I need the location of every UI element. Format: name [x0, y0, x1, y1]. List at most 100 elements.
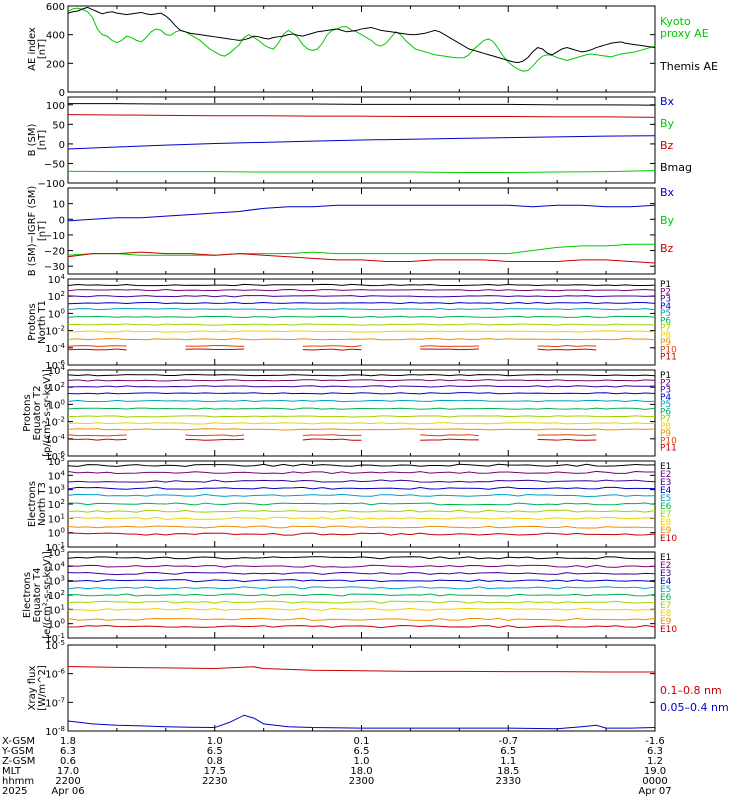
ephemeris-row-label: Y-GSM [1, 746, 34, 757]
legend-label: P3 [660, 295, 671, 305]
ephemeris-value: 0.6 [60, 756, 76, 767]
ephemeris-row-label: X-GSM [2, 736, 35, 747]
series-line-p10 [420, 434, 431, 436]
y-axis-label: Protons [27, 303, 38, 340]
y-axis-label: [nT] [37, 130, 48, 150]
ephemeris-value: 1.0 [354, 756, 370, 767]
y-axis-label: Xray flux [27, 666, 38, 711]
y-tick-label: −50 [44, 159, 65, 170]
legend-label: P11 [660, 353, 677, 363]
y-axis-label: [nT] [37, 221, 48, 241]
y-axis-label: [e/(cm²-s-sr-keV)] [42, 551, 53, 639]
legend-label: E6 [660, 502, 672, 512]
ephemeris-value: 6.5 [207, 746, 223, 757]
legend-label: P9 [660, 429, 671, 439]
ephemeris-value: Apr 06 [51, 786, 84, 797]
y-tick-label: 100 [48, 307, 65, 320]
ephemeris-row-label: MLT [2, 766, 22, 777]
series-line-e3 [67, 479, 656, 483]
legend-label: P7 [660, 324, 671, 334]
ephemeris-value: 1.8 [60, 736, 76, 747]
panel-3: 10 0 −10 −20 −30 B (SM)−IGRF (SM) [nT] Bx By Bz [27, 186, 675, 277]
series-line-p10 [439, 434, 450, 437]
y-tick-label: 50 [52, 120, 65, 131]
series-line-p9 [67, 428, 656, 431]
series-line-p1 [67, 374, 656, 377]
series-line-p10 [67, 345, 78, 347]
y-tick-label: 0 [59, 140, 65, 151]
legend-label: E7 [660, 601, 671, 611]
legend-label: P2 [660, 378, 671, 388]
series-line-0-05-0-4-nm [67, 714, 656, 730]
series-line-p4 [67, 392, 656, 395]
legend-label: 0.1–0.8 nm [660, 684, 722, 697]
legend-label: P3 [660, 386, 671, 396]
legend-label: Bx [660, 95, 675, 108]
ephemeris-value: 6.5 [500, 746, 516, 757]
series-line-e10 [67, 532, 656, 536]
ephemeris-value: 2230 [202, 776, 227, 787]
series-line-p11 [107, 348, 117, 351]
y-tick-label: 105 [48, 455, 65, 468]
ephemeris-row-label: 2025 [2, 786, 27, 797]
series-line-e1 [67, 463, 656, 467]
series-line-e4 [67, 486, 656, 490]
series-line-p7 [67, 415, 656, 418]
series-line-p10 [341, 345, 352, 348]
legend-label: P11 [660, 444, 677, 454]
series-line-p11 [116, 348, 127, 351]
y-axis-label: AE index [27, 27, 38, 71]
y-tick-label: −100 [38, 179, 65, 190]
ephemeris-value: 2200 [55, 776, 80, 787]
legend-label: P2 [660, 287, 671, 297]
series-line-p10 [67, 434, 78, 437]
y-tick-label: 200 [46, 59, 65, 70]
series-line-p10 [87, 345, 98, 347]
series-line-p2 [67, 379, 656, 382]
ephemeris-value: 1.0 [207, 736, 223, 747]
series-line-e5 [67, 586, 656, 590]
series-line-p10 [566, 344, 577, 347]
y-tick-label: 101 [48, 512, 65, 525]
y-tick-label: 10-6 [45, 668, 65, 681]
series-line-e3 [67, 571, 656, 576]
legend-label: E10 [660, 534, 677, 544]
series-line-p11 [341, 348, 352, 351]
y-axis-label: North T3 [37, 482, 48, 526]
series-line-p11 [195, 439, 205, 441]
series-line-p11 [87, 438, 98, 441]
panel-2: 100 50 0 −50 −100 B (SM) [nT] Bx By Bz Bmag [27, 95, 692, 190]
panel-frame [67, 369, 656, 457]
y-tick-label: 102 [48, 498, 65, 511]
legend-label: By [660, 214, 675, 227]
legend-label: P1 [660, 371, 671, 381]
series-line-p8 [67, 422, 656, 425]
series-line-e2 [67, 564, 656, 568]
series-line-p11 [557, 438, 567, 441]
legend-label: E8 [660, 518, 672, 528]
legend-label: Kyoto [660, 15, 691, 28]
ephemeris-value: 0.1 [354, 736, 370, 747]
series-line-e7 [67, 600, 656, 604]
series-line-e6 [67, 593, 656, 597]
series-line-p10 [586, 434, 597, 437]
series-line-p10 [185, 434, 196, 437]
series-line-kyoto-proxy-ae [67, 7, 656, 72]
series-line-bmag [68, 103, 656, 106]
series-line-e9 [67, 617, 656, 621]
y-axis-label: Electrons [22, 572, 33, 618]
ephemeris-value: 6.5 [354, 746, 370, 757]
series-line-p10 [576, 345, 587, 347]
ephemeris-value: 2300 [349, 776, 374, 787]
y-tick-label: 100 [48, 527, 65, 540]
ephemeris-value: 0.8 [207, 756, 223, 767]
y-axis-label: B (SM)−IGRF (SM) [27, 186, 38, 277]
y-tick-label: 0 [59, 215, 65, 226]
y-axis-label: Equator T4 [32, 568, 43, 623]
y-tick-label: 400 [46, 31, 65, 42]
legend-label: P8 [660, 331, 671, 341]
series-line-p4 [67, 301, 656, 305]
y-tick-label: −10 [44, 231, 65, 242]
legend-label: E4 [660, 486, 672, 496]
